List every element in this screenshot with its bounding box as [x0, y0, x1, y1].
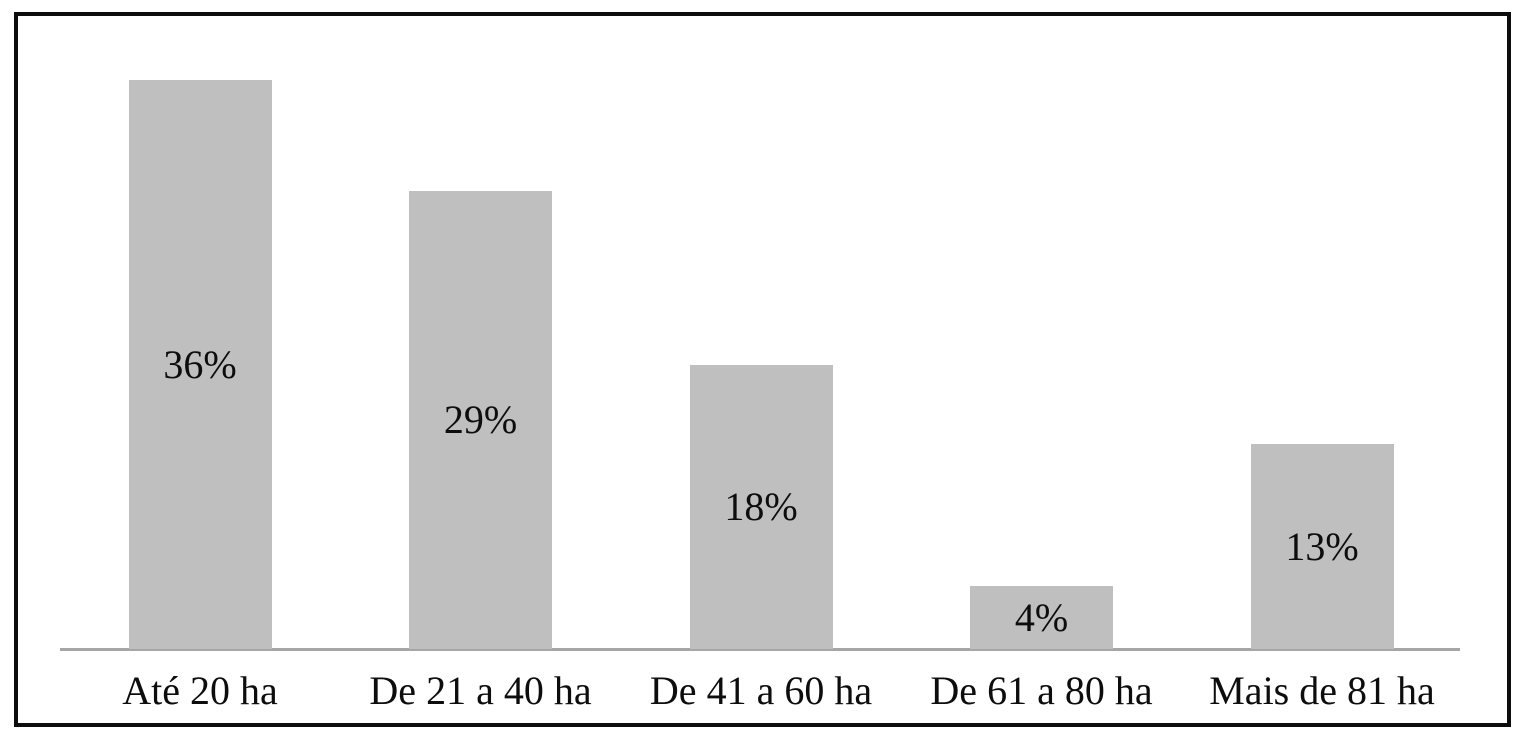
bar: [1250, 444, 1394, 649]
bar: [128, 80, 272, 649]
bar-value-label: 18%: [724, 484, 798, 529]
category-label: De 21 a 40 ha: [369, 668, 592, 713]
category-label: Mais de 81 ha: [1209, 668, 1435, 713]
bar: [409, 191, 552, 649]
category-label: Até 20 ha: [122, 668, 278, 713]
category-label: De 61 a 80 ha: [930, 668, 1153, 713]
bar-value-label: 13%: [1285, 524, 1359, 569]
bar-value-label: 4%: [1014, 595, 1069, 640]
bar: [970, 586, 1113, 649]
bar: [689, 365, 833, 649]
bar-value-label: 36%: [163, 342, 237, 387]
category-label: De 41 a 60 ha: [649, 668, 873, 713]
x-axis-line: [60, 648, 1460, 651]
bar-value-label: 29%: [443, 397, 518, 442]
